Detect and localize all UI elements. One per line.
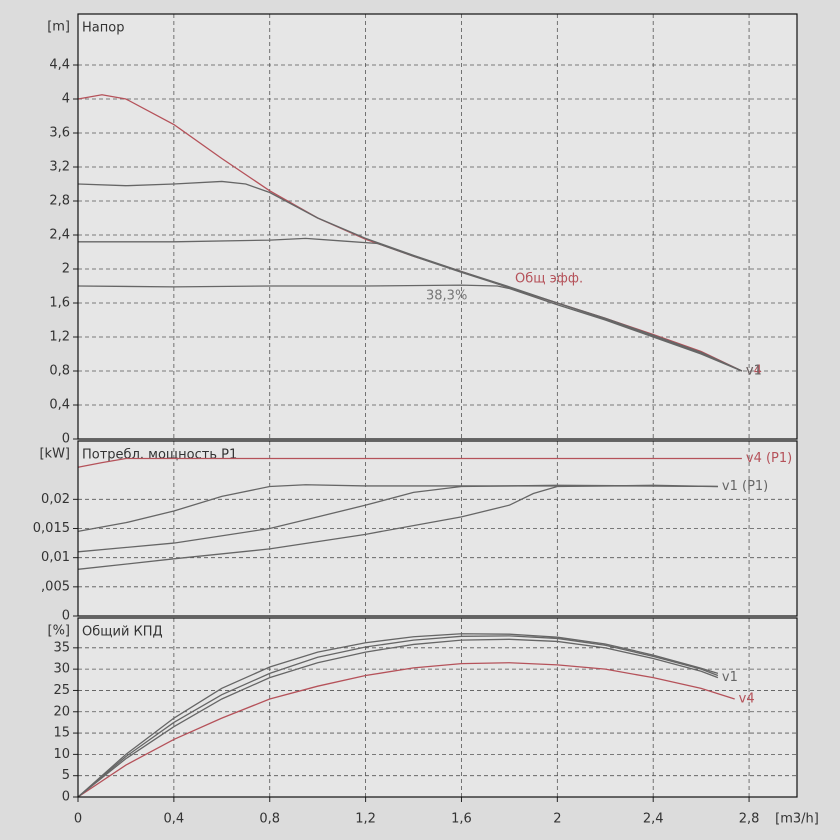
y-tick-label: 3,6 bbox=[49, 126, 70, 141]
y-tick-label: 20 bbox=[53, 704, 70, 719]
y-tick-label: 4 bbox=[62, 92, 70, 107]
y-tick-label: 0 bbox=[62, 790, 70, 805]
y-tick-label: 1,2 bbox=[49, 330, 70, 345]
x-tick-label: 2,8 bbox=[739, 812, 760, 827]
series-line bbox=[77, 635, 719, 798]
x-tick-label: 2,4 bbox=[643, 812, 664, 827]
y-tick-label: 2 bbox=[62, 262, 70, 277]
y-tick-label: 15 bbox=[53, 726, 70, 741]
panel-title: Потребл. мощность P1 bbox=[82, 448, 237, 463]
plot-area bbox=[78, 14, 797, 439]
panel-frame bbox=[77, 617, 798, 798]
y-tick-label: 0,01 bbox=[41, 550, 70, 565]
y-axis-label: [kW] bbox=[39, 447, 70, 462]
y-tick-label: 4,4 bbox=[49, 58, 70, 73]
series-label: v4 bbox=[739, 691, 755, 706]
series-label: v4 (P1) bbox=[746, 451, 792, 466]
y-axis-label: [%] bbox=[48, 624, 71, 639]
x-tick-label: 0,4 bbox=[164, 812, 185, 827]
y-tick-label: 0,015 bbox=[33, 521, 70, 536]
x-tick-label: 1,2 bbox=[355, 812, 376, 827]
y-tick-label: 10 bbox=[53, 747, 70, 762]
panel-title: Общий КПД bbox=[82, 625, 163, 640]
y-tick-label: 1,6 bbox=[49, 296, 70, 311]
series-line bbox=[77, 662, 735, 798]
y-tick-label: 2,8 bbox=[49, 194, 70, 209]
series-line bbox=[77, 284, 743, 372]
series-line bbox=[77, 638, 719, 798]
y-tick-label: 0 bbox=[62, 609, 70, 624]
y-tick-label: 30 bbox=[53, 662, 70, 677]
y-tick-label: 0,4 bbox=[49, 398, 70, 413]
annotation: 38,3% bbox=[426, 289, 467, 304]
x-tick-label: 0 bbox=[74, 812, 82, 827]
series-line bbox=[77, 180, 743, 372]
series-line bbox=[78, 237, 743, 372]
x-axis-label: [m3/h] bbox=[775, 812, 819, 827]
y-tick-label: 2,4 bbox=[49, 228, 70, 243]
series-label: v1 (P1) bbox=[722, 479, 768, 494]
x-tick-label: 0,8 bbox=[259, 812, 280, 827]
y-tick-label: 3,2 bbox=[49, 160, 70, 175]
plot-area bbox=[78, 618, 797, 797]
y-tick-label: 5 bbox=[62, 768, 70, 783]
x-tick-label: 2 bbox=[553, 812, 561, 827]
y-tick-label: ,005 bbox=[41, 579, 70, 594]
y-tick-label: 25 bbox=[53, 683, 70, 698]
y-tick-label: 35 bbox=[53, 640, 70, 655]
series-line bbox=[77, 484, 718, 570]
series-label: v1 bbox=[722, 670, 738, 685]
y-tick-label: 0,8 bbox=[49, 364, 70, 379]
annotation: Общ эфф. bbox=[515, 272, 583, 287]
series-line bbox=[77, 457, 742, 468]
y-axis-label: [m] bbox=[47, 20, 70, 35]
y-tick-label: 0 bbox=[62, 432, 70, 447]
x-tick-label: 1,6 bbox=[451, 812, 472, 827]
y-tick-label: 0,02 bbox=[41, 492, 70, 507]
panel-title: Напор bbox=[82, 21, 124, 36]
panel-frame bbox=[77, 13, 798, 440]
series-line bbox=[77, 633, 719, 798]
panel-frame bbox=[77, 440, 798, 617]
series-label: v4 bbox=[746, 364, 762, 379]
series-label: v1 bbox=[746, 364, 762, 379]
